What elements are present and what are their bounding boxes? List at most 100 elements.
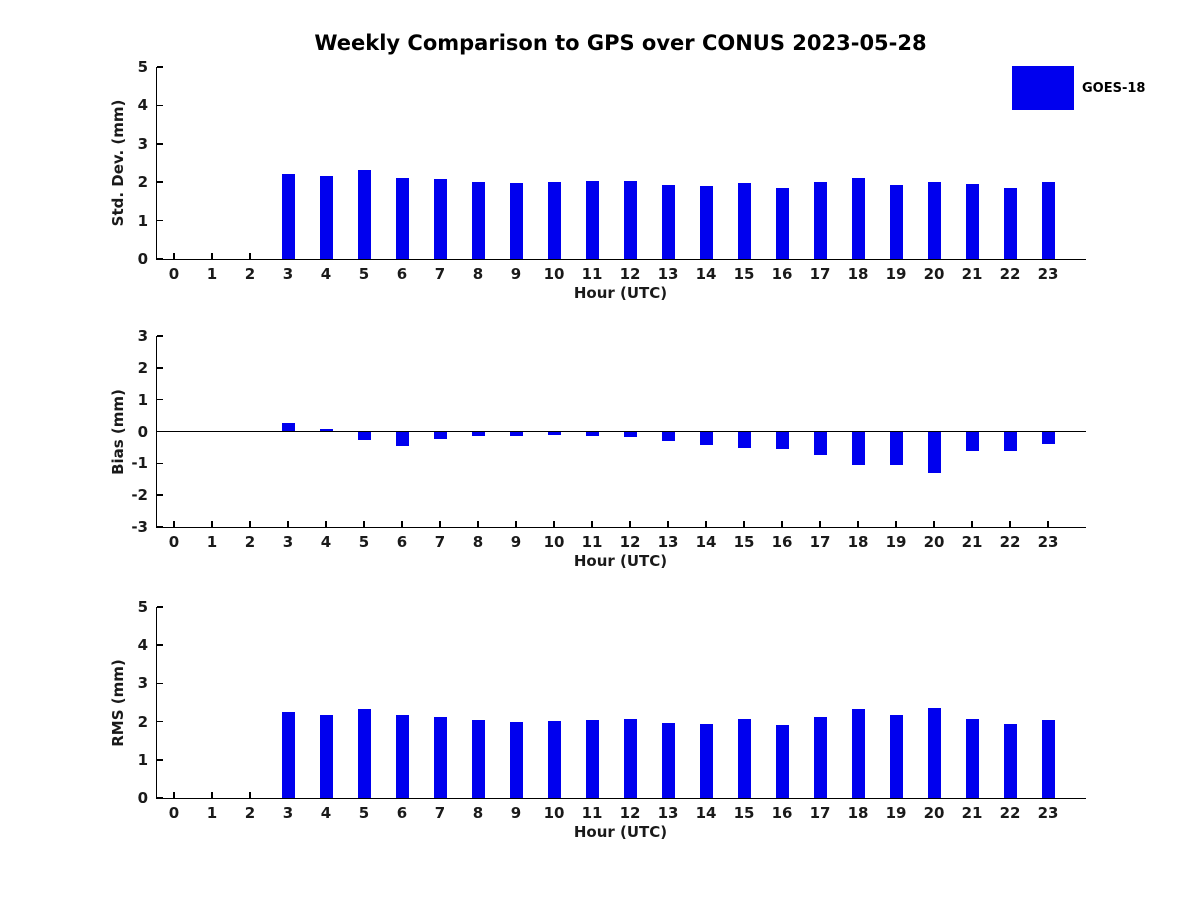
y-axis-label-std-dev: Std. Dev. (mm) <box>109 99 127 227</box>
bar-hour-5 <box>357 431 371 441</box>
bar-hour-16 <box>775 725 789 798</box>
x-tick-label: 9 <box>510 265 522 283</box>
bar-hour-11 <box>585 431 599 436</box>
zero-line <box>157 431 1086 432</box>
x-tick-label: 12 <box>619 533 641 551</box>
bar-hour-21 <box>965 183 979 259</box>
x-tick-label: 7 <box>434 804 446 822</box>
x-tick-label: 16 <box>771 265 793 283</box>
bar-hour-3 <box>281 173 295 259</box>
x-tick-label: 10 <box>543 804 565 822</box>
y-tick <box>157 258 163 260</box>
y-tick <box>157 219 163 222</box>
y-tick-label: 3 <box>137 674 148 693</box>
x-tick-label: 0 <box>168 265 180 283</box>
x-tick-label: 16 <box>771 804 793 822</box>
x-tick-label: 11 <box>581 533 603 551</box>
x-tick <box>401 521 403 527</box>
y-tick-label: 4 <box>137 96 148 115</box>
y-tick <box>157 720 163 723</box>
y-tick-label: -2 <box>131 486 148 505</box>
x-tick-label: 15 <box>733 533 755 551</box>
y-tick-label: 0 <box>137 250 148 268</box>
bar-hour-5 <box>357 708 371 798</box>
y-tick <box>157 797 163 799</box>
x-tick-label: 4 <box>320 804 332 822</box>
y-tick <box>157 66 163 68</box>
x-tick-label: 9 <box>510 533 522 551</box>
x-tick <box>249 521 251 527</box>
bar-hour-22 <box>1003 187 1017 259</box>
bar-hour-10 <box>547 181 561 259</box>
y-tick <box>157 335 163 337</box>
x-tick-label: 1 <box>206 533 218 551</box>
y-tick-label: 1 <box>137 750 148 769</box>
x-tick <box>591 521 593 527</box>
bar-hour-3 <box>281 712 295 798</box>
bar-hour-7 <box>433 717 447 798</box>
subplot-rms: RMS (mm) 0 1 2 3 4 5 0 1 2 3 4 5 6 7 8 9 10 11 12 13 14 15 16 1… <box>0 598 1200 867</box>
x-tick-label: 20 <box>923 533 945 551</box>
y-tick-label: 3 <box>137 327 148 345</box>
x-tick-label: 19 <box>885 265 907 283</box>
bar-hour-22 <box>1003 724 1017 798</box>
bar-hour-16 <box>775 431 789 449</box>
bar-hour-19 <box>889 714 903 798</box>
x-tick <box>1009 521 1011 527</box>
x-tick-label: 17 <box>809 804 831 822</box>
x-tick-label: 6 <box>396 533 408 551</box>
x-axis-label-hour-utc: Hour (UTC) <box>573 552 668 570</box>
figure-title: Weekly Comparison to GPS over CONUS 2023… <box>314 31 927 55</box>
y-tick <box>157 367 163 369</box>
x-tick <box>249 253 251 259</box>
bar-hour-13 <box>661 722 675 798</box>
x-tick-label: 23 <box>1037 533 1059 551</box>
x-tick-label: 17 <box>809 533 831 551</box>
x-tick-label: 18 <box>847 804 869 822</box>
x-tick <box>249 792 251 798</box>
x-tick-label: 13 <box>657 804 679 822</box>
bar-hour-4 <box>319 176 333 259</box>
y-tick <box>157 682 163 685</box>
x-tick-label: 2 <box>244 804 256 822</box>
y-tick-label: 5 <box>137 58 148 76</box>
bar-hour-23 <box>1041 720 1055 798</box>
x-tick-label: 16 <box>771 533 793 551</box>
x-tick-label: 7 <box>434 265 446 283</box>
x-tick <box>173 792 175 798</box>
y-tick <box>157 759 163 761</box>
bar-hour-14 <box>699 724 713 798</box>
x-tick <box>211 253 213 259</box>
bar-hour-8 <box>471 431 485 437</box>
x-tick <box>211 521 213 527</box>
y-axis-label-rms: RMS (mm) <box>109 659 127 747</box>
x-tick-label: 9 <box>510 804 522 822</box>
x-tick <box>781 521 783 527</box>
x-tick-label: 18 <box>847 265 869 283</box>
y-tick <box>157 143 163 145</box>
x-tick-label: 23 <box>1037 804 1059 822</box>
x-tick <box>705 521 707 527</box>
x-tick <box>439 521 441 527</box>
x-tick-label: 21 <box>961 265 983 283</box>
y-tick <box>157 526 163 528</box>
x-tick-label: 6 <box>396 804 408 822</box>
x-tick <box>667 521 669 527</box>
x-tick-label: 20 <box>923 804 945 822</box>
bar-hour-3 <box>281 422 295 432</box>
y-tick-label: 0 <box>137 789 148 807</box>
y-tick-label: 4 <box>137 636 148 655</box>
x-tick <box>173 253 175 259</box>
x-axis-label-hour-utc: Hour (UTC) <box>573 284 668 302</box>
x-tick-label: 1 <box>206 265 218 283</box>
y-tick-label: 1 <box>137 211 148 230</box>
bar-hour-19 <box>889 184 903 259</box>
x-tick-label: 3 <box>282 804 294 822</box>
y-tick <box>157 398 163 401</box>
bar-hour-18 <box>851 431 865 465</box>
bar-hour-14 <box>699 186 713 259</box>
y-tick <box>157 462 163 465</box>
bar-hour-5 <box>357 169 371 259</box>
x-tick <box>287 521 289 527</box>
